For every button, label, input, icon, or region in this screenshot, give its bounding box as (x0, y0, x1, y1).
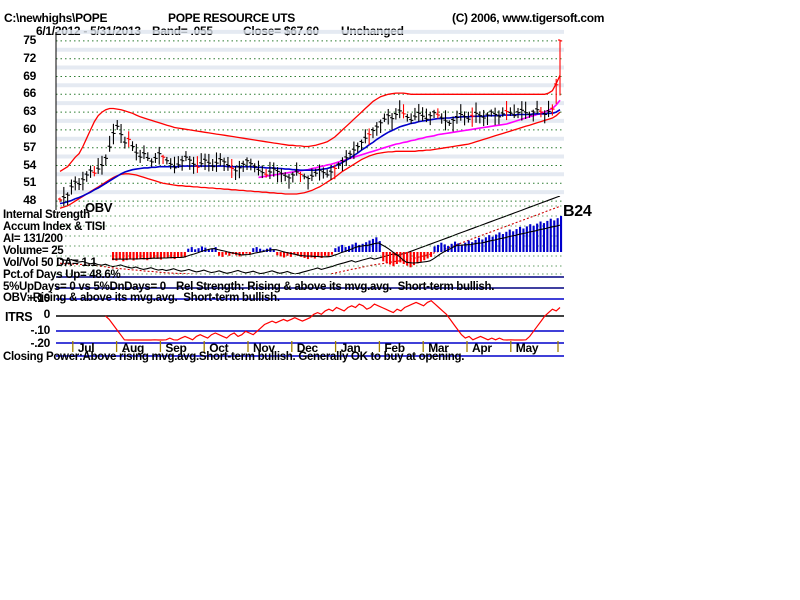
volume-value-label: Volume= 25 (3, 245, 64, 257)
pct-days-up-label: Pct.of Days Up= 48.6% (3, 269, 121, 281)
file-path-label: C:\newhighs\POPE (4, 11, 108, 25)
itrs-y-tick: +.10 (27, 291, 51, 305)
rel-strength-status-label: Rel Strength: Rising & above its mvg.avg… (176, 281, 495, 293)
price-y-tick: 66 (23, 86, 36, 101)
itrs-panel-label: ITRS (5, 310, 33, 324)
x-axis-month-label: Nov (253, 341, 275, 355)
price-y-tick: 57 (23, 139, 36, 154)
price-y-tick: 75 (23, 32, 36, 47)
x-axis-month-label: Aug (121, 341, 145, 355)
tisi-line (111, 224, 561, 264)
x-axis-month-label: Sep (165, 341, 187, 355)
obv-gridlines (56, 205, 564, 275)
itrs-y-tick: -.10 (30, 323, 51, 337)
x-axis-month-label: Oct (209, 341, 229, 355)
x-axis-month-label: May (515, 341, 539, 355)
x-axis-month-label: Jan (340, 341, 361, 355)
ai-value-label: AI= 131/200 (3, 233, 63, 245)
obv-status-label: OBV: Rising & above its mvg.avg. Short-t… (3, 292, 280, 304)
blue-moving-average-line (59, 109, 561, 205)
x-axis-month-label: Mar (428, 341, 449, 355)
price-y-tick: 63 (23, 104, 36, 119)
closing-power-status-label: Closing Power:Above rising mvg.avg.Short… (3, 351, 465, 363)
itrs-y-tick: -.20 (30, 336, 51, 350)
accum-index-label: Accum Index & TISI (3, 221, 105, 233)
price-y-tick: 72 (23, 50, 36, 65)
x-axis-month-label: Jul (77, 341, 95, 355)
obv-line (59, 196, 561, 274)
price-y-tick: 51 (23, 175, 36, 190)
price-y-tick: 60 (23, 121, 36, 136)
lower-band-line (59, 111, 561, 209)
price-y-tick: 54 (23, 157, 36, 172)
itrs-y-tick: 0 (43, 307, 51, 321)
obv-panel-label: OBV (85, 200, 113, 215)
price-gridlines (56, 29, 564, 202)
copyright-label: (C) 2006, www.tigersoft.com (452, 11, 605, 25)
chart-title: POPE RESOURCE UTS (168, 11, 295, 25)
month-tick-marks (72, 341, 559, 352)
accum-index-bars (112, 216, 563, 268)
obv-buy-marker-label: B24 (563, 203, 592, 220)
vol-vol-label: Vol/Vol 50 DA= 1.1 (3, 257, 97, 269)
price-bars (58, 39, 563, 207)
itrs-line (105, 299, 561, 341)
upper-band-line (59, 75, 561, 172)
price-y-tick: 48 (23, 193, 36, 208)
price-y-tick: 69 (23, 68, 36, 83)
x-axis-month-label: Apr (471, 341, 492, 355)
internal-strength-label: Internal Strength (3, 209, 90, 221)
updays-dndays-label: 5%UpDays= 0 vs 5%DnDays= 0 (3, 281, 166, 293)
x-axis-month-label: Feb (384, 341, 405, 355)
x-axis-month-label: Dec (296, 341, 318, 355)
